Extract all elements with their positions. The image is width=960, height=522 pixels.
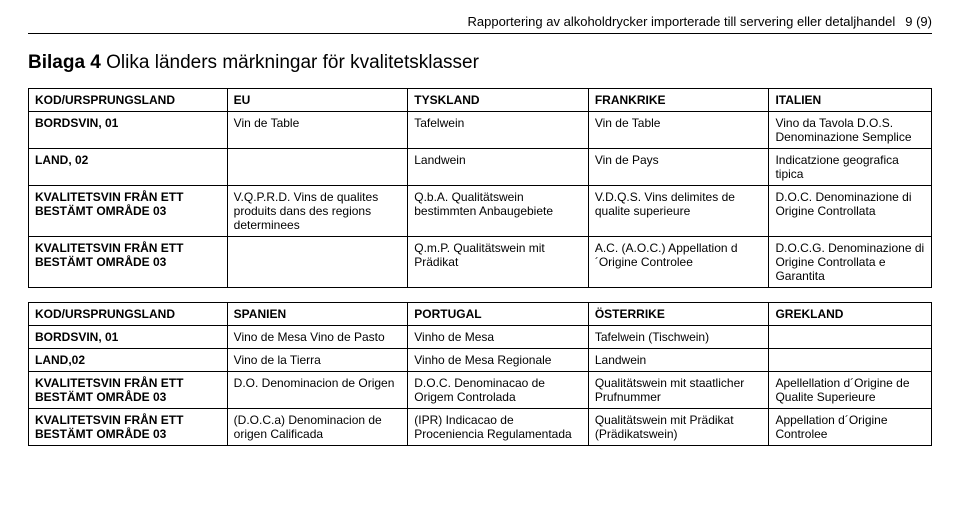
cell: A.C. (A.O.C.) Appellation d´Origine Cont… [588,237,769,288]
cell [227,237,408,288]
cell: Q.b.A. Qualitätswein bestimmten Anbaugeb… [408,186,589,237]
col-header: KOD/URSPRUNGSLAND [29,303,228,326]
col-header: EU [227,89,408,112]
col-header: PORTUGAL [408,303,589,326]
table-row: KVALITETSVIN FRÅN ETT BESTÄMT OMRÅDE 03 Q… [29,237,932,288]
table-row: LAND,02Vino de la TierraVinho de Mesa Re… [29,349,932,372]
table-row: BORDSVIN, 01Vin de TableTafelweinVin de … [29,112,932,149]
cell [769,349,932,372]
row-header: KVALITETSVIN FRÅN ETT BESTÄMT OMRÅDE 03 [29,237,228,288]
table-row: KVALITETSVIN FRÅN ETT BESTÄMT OMRÅDE 03V… [29,186,932,237]
cell: Qualitätswein mit staatlicher Prufnummer [588,372,769,409]
table-row: KVALITETSVIN FRÅN ETT BESTÄMT OMRÅDE 03(… [29,409,932,446]
section-rest: Olika länders märkningar för kvalitetskl… [101,52,479,73]
cell: (IPR) Indicacao de Proceniencia Regulame… [408,409,589,446]
cell: D.O.C.G. Denominazione di Origine Contro… [769,237,932,288]
col-header: ITALIEN [769,89,932,112]
col-header: GREKLAND [769,303,932,326]
cell: Vinho de Mesa [408,326,589,349]
col-header: SPANIEN [227,303,408,326]
header-title: Rapportering av alkoholdrycker importera… [467,14,895,29]
cell: Apellellation d´Origine de Qualite Super… [769,372,932,409]
table-2: KOD/URSPRUNGSLAND SPANIEN PORTUGAL ÖSTER… [28,302,932,446]
row-header: BORDSVIN, 01 [29,326,228,349]
cell [227,149,408,186]
table-row: KVALITETSVIN FRÅN ETT BESTÄMT OMRÅDE 03D… [29,372,932,409]
cell: D.O.C. Denominacao de Origem Controlada [408,372,589,409]
col-header: TYSKLAND [408,89,589,112]
cell: Q.m.P. Qualitätswein mit Prädikat [408,237,589,288]
col-header: ÖSTERRIKE [588,303,769,326]
table-row: KOD/URSPRUNGSLAND SPANIEN PORTUGAL ÖSTER… [29,303,932,326]
row-header: KVALITETSVIN FRÅN ETT BESTÄMT OMRÅDE 03 [29,372,228,409]
row-header: BORDSVIN, 01 [29,112,228,149]
cell: Indicatzione geografica tipica [769,149,932,186]
col-header: KOD/URSPRUNGSLAND [29,89,228,112]
section-bilaga: Bilaga 4 [28,52,101,73]
table-row: LAND, 02 LandweinVin de PaysIndicatzione … [29,149,932,186]
table-row: BORDSVIN, 01Vino de Mesa Vino de PastoVi… [29,326,932,349]
cell: Tafelwein [408,112,589,149]
cell: Vin de Pays [588,149,769,186]
table-1: KOD/URSPRUNGSLAND EU TYSKLAND FRANKRIKE … [28,88,932,288]
header-page-number: 9 (9) [905,14,932,29]
cell: V.Q.P.R.D. Vins de qualites produits dan… [227,186,408,237]
cell: Vinho de Mesa Regionale [408,349,589,372]
cell: Landwein [408,149,589,186]
cell: Tafelwein (Tischwein) [588,326,769,349]
cell: V.D.Q.S. Vins delimites de qualite super… [588,186,769,237]
row-header: LAND, 02 [29,149,228,186]
page-header: Rapportering av alkoholdrycker importera… [28,14,932,34]
cell: (D.O.C.a) Denominacion de origen Calific… [227,409,408,446]
cell: Appellation d´Origine Controlee [769,409,932,446]
cell: Vin de Table [588,112,769,149]
row-header: KVALITETSVIN FRÅN ETT BESTÄMT OMRÅDE 03 [29,409,228,446]
cell: Vino de Mesa Vino de Pasto [227,326,408,349]
cell [769,326,932,349]
cell: Landwein [588,349,769,372]
section-title: Bilaga 4 Olika länders märkningar för kv… [28,52,932,74]
cell: Vino de la Tierra [227,349,408,372]
col-header: FRANKRIKE [588,89,769,112]
row-header: LAND,02 [29,349,228,372]
cell: Qualitätswein mit Prädikat (Prädikatswei… [588,409,769,446]
cell: Vino da Tavola D.O.S. Denominazione Semp… [769,112,932,149]
table-row: KOD/URSPRUNGSLAND EU TYSKLAND FRANKRIKE … [29,89,932,112]
row-header: KVALITETSVIN FRÅN ETT BESTÄMT OMRÅDE 03 [29,186,228,237]
cell: D.O.C. Denominazione di Origine Controll… [769,186,932,237]
cell: Vin de Table [227,112,408,149]
cell: D.O. Denominacion de Origen [227,372,408,409]
